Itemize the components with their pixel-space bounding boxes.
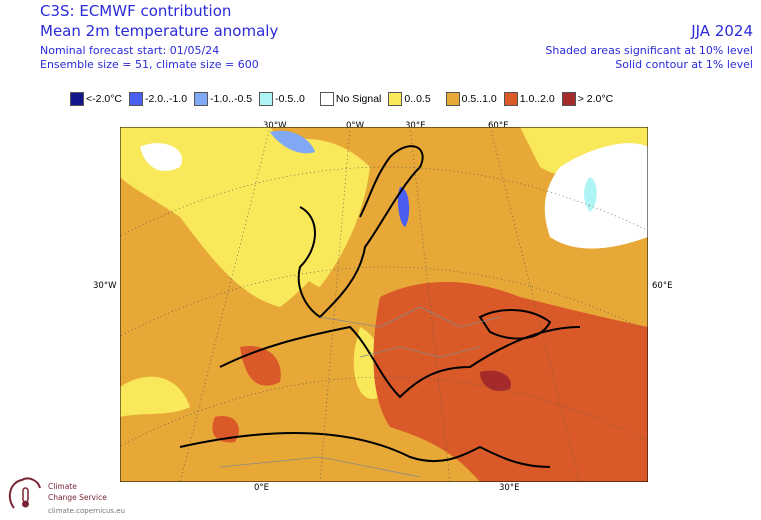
legend-item: No Signal <box>319 92 382 106</box>
legend-swatch <box>194 92 209 106</box>
legend-label: 0..0.5 <box>404 93 431 105</box>
thermometer-cloud-icon <box>8 477 41 509</box>
legend-item: 1.0..2.0 <box>503 92 555 106</box>
legend-label: -1.0..-0.5 <box>210 93 253 105</box>
logo-line2: Change Service <box>48 493 107 502</box>
legend-swatch <box>561 92 576 106</box>
legend: <-2.0°C -2.0..-1.0 -1.0..-0.5 -0.5..0 No Sig… <box>70 92 620 106</box>
legend-swatch <box>319 92 334 106</box>
legend-item: -2.0..-1.0 <box>129 92 187 106</box>
warm-regions <box>212 282 648 482</box>
legend-label: No Signal <box>335 93 382 105</box>
lon-label: 0°W <box>346 121 365 131</box>
legend-item: 0.5..1.0 <box>445 92 497 106</box>
legend-label: <-2.0°C <box>86 93 123 105</box>
cool-region <box>270 130 315 154</box>
lon-label: 30°W <box>93 281 117 291</box>
lon-label: 0°E <box>254 483 270 493</box>
legend-item: -1.0..-0.5 <box>194 92 252 106</box>
legend-item: <-2.0°C <box>70 92 122 106</box>
season-label: JJA 2024 <box>691 22 753 40</box>
legend-label: > 2.0°C <box>577 93 614 105</box>
logo-url: climate.copernicus.eu <box>48 507 126 515</box>
lon-label: 60°E <box>488 121 509 131</box>
chart-title: C3S: ECMWF contribution <box>40 2 232 20</box>
legend-swatch <box>503 92 518 106</box>
coastlines <box>179 145 581 468</box>
copernicus-logo: Climate Change Service climate.copernicu… <box>6 474 126 520</box>
legend-label: -0.5..0 <box>275 93 305 105</box>
borders <box>219 306 501 478</box>
legend-swatch <box>129 92 144 106</box>
hot-region <box>480 370 511 392</box>
cool-region <box>584 177 597 212</box>
legend-item: -0.5..0 <box>259 92 305 106</box>
legend-item: 0..0.5 <box>388 92 431 106</box>
lon-label: 30°E <box>405 121 426 131</box>
legend-label: 1.0..2.0 <box>519 93 555 105</box>
logo-line1: Climate <box>48 482 77 491</box>
legend-swatch <box>70 92 84 106</box>
legend-item: > 2.0°C <box>561 92 614 106</box>
legend-swatch <box>259 92 274 106</box>
lon-label: 60°E <box>652 281 673 291</box>
legend-label: -2.0..-1.0 <box>145 93 188 105</box>
significance-shaded: Shaded areas significant at 10% level <box>545 44 753 57</box>
forecast-start: Nominal forecast start: 01/05/24 <box>40 44 220 57</box>
significance-contour: Solid contour at 1% level <box>615 58 753 71</box>
lon-label: 30°W <box>263 121 287 131</box>
legend-swatch <box>388 92 403 106</box>
cold-region <box>397 187 410 227</box>
chart-subtitle: Mean 2m temperature anomaly <box>40 22 279 40</box>
lon-label: 30°E <box>499 483 520 493</box>
legend-swatch <box>445 92 460 106</box>
anomaly-map <box>120 127 648 482</box>
ensemble-size: Ensemble size = 51, climate size = 600 <box>40 58 259 71</box>
graticule <box>120 127 648 482</box>
legend-label: 0.5..1.0 <box>461 93 497 105</box>
